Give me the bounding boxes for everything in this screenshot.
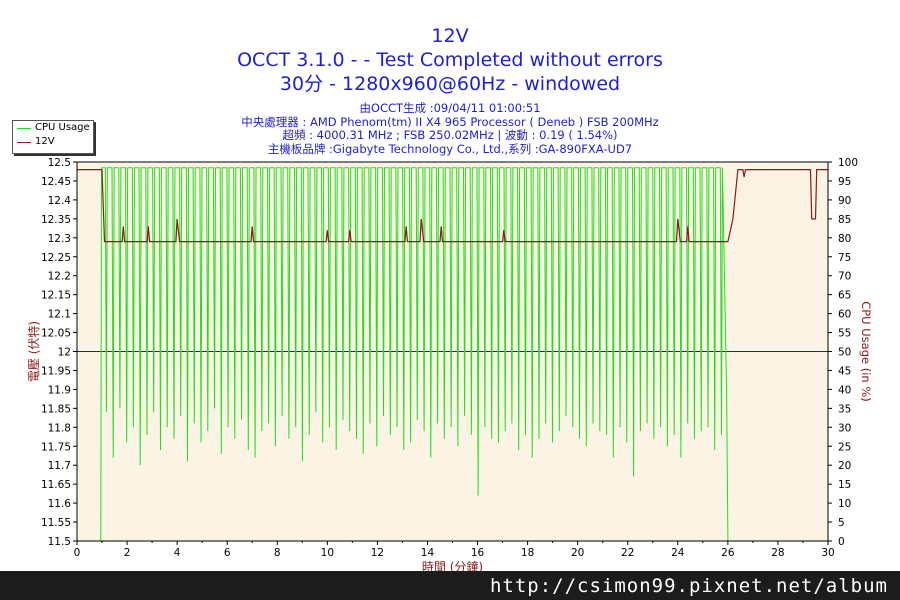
chart-title: 12V: [431, 25, 469, 47]
y-right-tick-label: 65: [838, 290, 851, 302]
x-tick-label: 2: [124, 547, 131, 559]
y-right-tick-label: 20: [838, 460, 851, 472]
series-line-cpu-usage: [77, 167, 828, 542]
info-line-cpu: 中央處理器 : AMD Phenom(tm) II X4 965 Process…: [241, 114, 659, 129]
x-tick-label: 24: [671, 547, 685, 559]
legend-item-12v: 12V: [13, 135, 93, 149]
y-right-tick-label: 30: [838, 422, 851, 434]
y-right-tick-label: 75: [838, 252, 851, 264]
series-line-12v: [77, 169, 828, 243]
y-right-tick-label: 10: [838, 498, 851, 510]
x-tick-label: 6: [224, 547, 231, 559]
chart-title-block: 12V OCCT 3.1.0 - - Test Completed withou…: [0, 24, 900, 96]
x-tick-label: 12: [371, 547, 384, 559]
y-left-tick-label: 12.25: [41, 252, 71, 264]
y-left-tick-label: 11.55: [41, 517, 71, 529]
x-tick-label: 22: [621, 547, 634, 559]
x-axis-label: 時間 (分鐘): [422, 559, 483, 571]
y-right-tick-label: 15: [838, 479, 851, 491]
x-tick-label: 0: [74, 547, 81, 559]
legend-swatch-12v: [17, 142, 31, 143]
y-left-tick-label: 11.5: [48, 536, 71, 548]
y-right-tick-label: 70: [838, 271, 851, 283]
y-left-tick-label: 12.15: [41, 290, 71, 302]
x-tick-label: 4: [174, 547, 181, 559]
x-tick-label: 14: [421, 547, 435, 559]
y-right-tick-label: 45: [838, 365, 851, 377]
y-left-tick-label: 11.7: [48, 460, 71, 472]
y-left-tick-label: 12.35: [41, 214, 71, 226]
chart-info-block: 由OCCT生成 :09/04/11 01:00:51 中央處理器 : AMD P…: [0, 101, 900, 156]
y-left-tick-label: 12.05: [41, 328, 71, 340]
y-left-tick-label: 11.75: [41, 441, 71, 453]
y-right-tick-label: 85: [838, 214, 851, 226]
y-right-tick-label: 35: [838, 403, 851, 415]
x-tick-label: 10: [321, 547, 334, 559]
y-right-tick-label: 25: [838, 441, 851, 453]
y-right-tick-label: 5: [838, 517, 845, 529]
y-left-tick-label: 12.5: [48, 157, 71, 169]
info-line-generated: 由OCCT生成 :09/04/11 01:00:51: [359, 101, 541, 115]
x-tick-label: 28: [771, 547, 784, 559]
x-tick-label: 26: [721, 547, 735, 559]
y-left-axis-label: 電壓 (伏特): [26, 321, 41, 382]
info-line-motherboard: 主機板品牌 :Gigabyte Technology Co., Ltd.,系列 …: [267, 141, 633, 156]
y-right-tick-label: 90: [838, 195, 851, 207]
y-right-tick-label: 95: [838, 176, 851, 188]
y-left-tick-label: 11.85: [41, 403, 71, 415]
y-left-tick-label: 12.1: [48, 309, 71, 321]
legend-swatch-cpu-usage: [17, 128, 31, 129]
y-right-axis-label: CPU Usage (in %): [859, 301, 873, 402]
y-right-tick-label: 50: [838, 347, 851, 359]
chart-subtitle-1: OCCT 3.1.0 - - Test Completed without er…: [237, 49, 663, 71]
y-left-tick-label: 12.4: [48, 195, 72, 207]
y-left-tick-label: 11.6: [48, 498, 72, 510]
y-right-tick-label: 100: [838, 157, 858, 169]
y-left-tick-label: 11.8: [48, 422, 71, 434]
y-right-tick-label: 60: [838, 309, 851, 321]
chart-legend: CPU Usage 12V: [12, 120, 94, 154]
plot-frame: [76, 161, 829, 542]
x-tick-label: 8: [274, 547, 281, 559]
legend-item-cpu-usage: CPU Usage: [13, 121, 93, 135]
x-tick-label: 16: [471, 547, 485, 559]
x-tick-label: 20: [571, 547, 584, 559]
legend-label-cpu-usage: CPU Usage: [35, 122, 90, 133]
x-tick-label: 18: [521, 547, 534, 559]
info-line-clock: 超頻 : 4000.31 MHz ; FSB 250.02MHz | 波動 : …: [282, 128, 618, 142]
y-left-tick-label: 12: [58, 347, 71, 359]
y-left-tick-label: 12.45: [41, 176, 71, 188]
y-right-tick-label: 40: [838, 384, 851, 396]
x-tick-label: 30: [821, 547, 834, 559]
y-right-tick-label: 0: [838, 536, 845, 548]
y-right-tick-label: 80: [838, 233, 851, 245]
y-left-tick-label: 12.3: [48, 233, 71, 245]
y-left-tick-label: 12.2: [48, 271, 71, 283]
y-left-tick-label: 11.9: [48, 384, 71, 396]
chart-subtitle-2: 30分 - 1280x960@60Hz - windowed: [279, 73, 621, 95]
voltage-chart: 12.512.4512.412.3512.312.2512.212.1512.1…: [26, 157, 873, 571]
y-right-tick-label: 55: [838, 328, 851, 340]
y-left-tick-label: 11.95: [41, 365, 71, 377]
watermark-bar: http://csimon99.pixnet.net/album: [0, 571, 900, 600]
legend-label-12v: 12V: [35, 136, 55, 147]
watermark-text: http://csimon99.pixnet.net/album: [489, 575, 888, 597]
y-left-tick-label: 11.65: [41, 479, 71, 491]
